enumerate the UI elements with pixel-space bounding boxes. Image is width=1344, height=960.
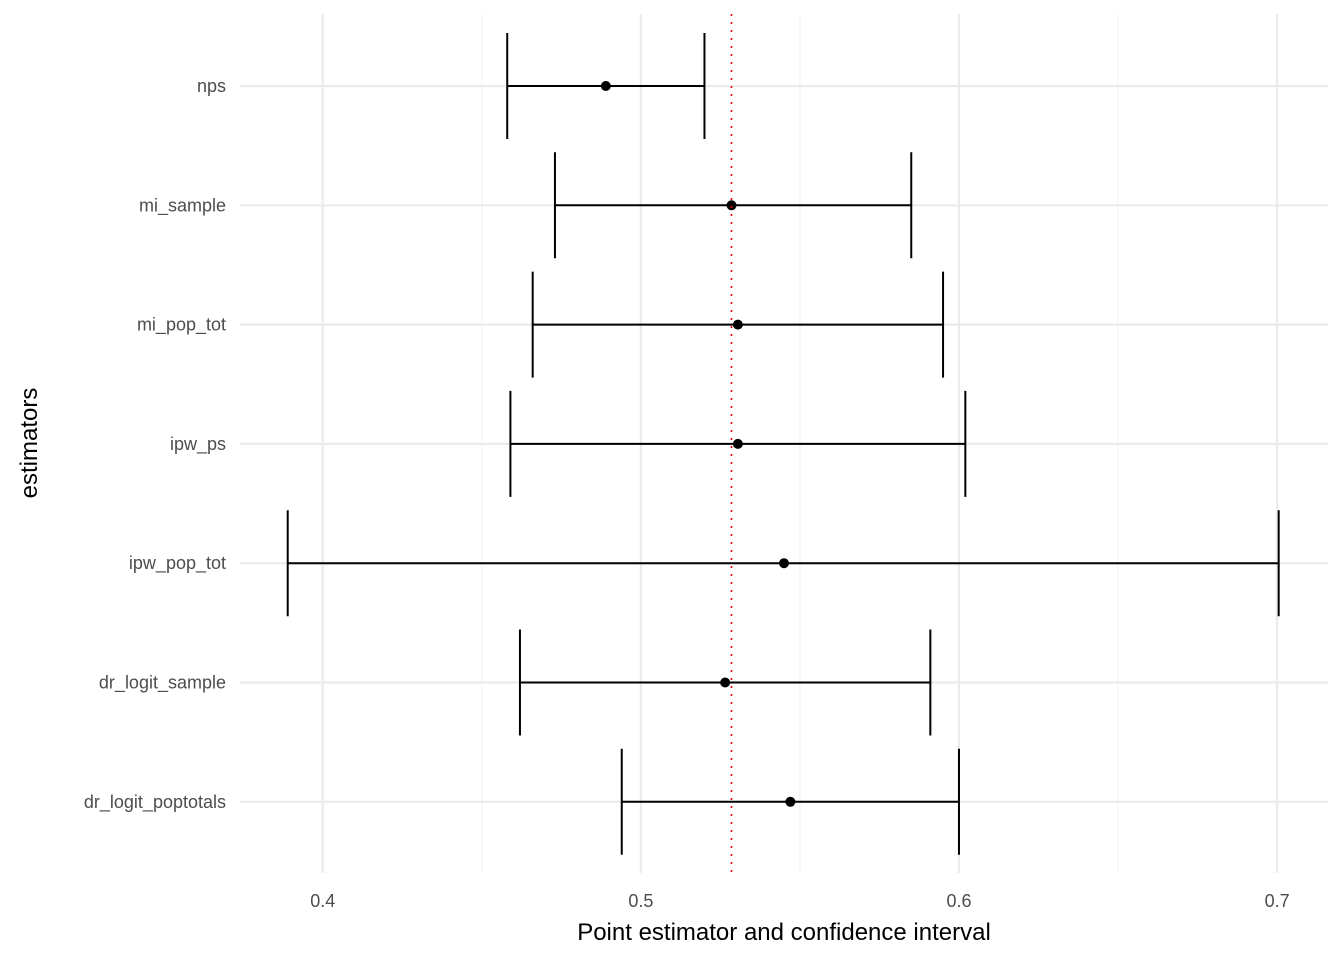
y-tick-label: nps: [197, 76, 226, 96]
point-estimate-dr_logit_sample: [720, 677, 731, 688]
x-tick-label: 0.7: [1265, 891, 1290, 911]
point-estimate-mi_pop_tot: [732, 319, 743, 330]
y-tick-label: dr_logit_poptotals: [84, 792, 226, 813]
point-estimate-mi_sample: [726, 200, 737, 211]
point-estimate-dr_logit_poptotals: [785, 796, 796, 807]
point-estimate-ipw_pop_tot: [779, 558, 789, 569]
y-tick-label: mi_sample: [139, 195, 226, 216]
x-tick-label: 0.4: [310, 891, 335, 911]
point-estimates: [600, 81, 796, 807]
y-tick-label: dr_logit_sample: [99, 673, 226, 694]
x-tick-labels: 0.4 0.5 0.6 0.7: [310, 891, 1289, 911]
point-estimate-nps: [600, 81, 611, 91]
x-tick-label: 0.6: [946, 891, 971, 911]
x-tick-label: 0.5: [628, 891, 653, 911]
x-axis-title: Point estimator and confidence interval: [577, 919, 991, 946]
y-axis-title: estimators: [16, 388, 43, 499]
y-tick-labels: nps mi_sample mi_pop_tot ipw_ps ipw_pop_totd…: [84, 76, 226, 813]
y-tick-label: mi_pop_tot: [137, 315, 226, 336]
point-estimate-ipw_ps: [732, 438, 743, 449]
y-tick-label: ipw_ps: [170, 434, 226, 455]
y-tick-label: ipw_pop_tot: [129, 553, 226, 574]
